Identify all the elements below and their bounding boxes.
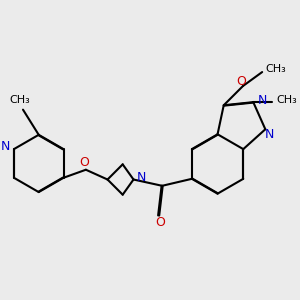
Text: CH₃: CH₃ (265, 64, 286, 74)
Text: O: O (79, 156, 89, 169)
Text: N: N (265, 128, 274, 141)
Text: CH₃: CH₃ (9, 95, 30, 105)
Text: O: O (236, 75, 246, 88)
Text: N: N (136, 171, 146, 184)
Text: CH₃: CH₃ (277, 95, 298, 105)
Text: N: N (1, 140, 10, 153)
Text: O: O (155, 216, 165, 229)
Text: N: N (257, 94, 267, 107)
